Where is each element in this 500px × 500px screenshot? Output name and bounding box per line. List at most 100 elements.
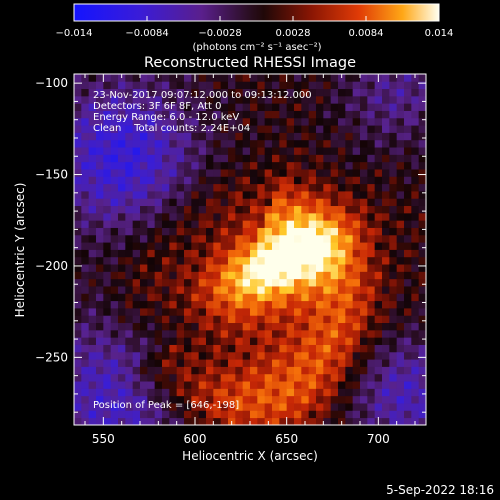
heatmap-cell: [125, 271, 134, 280]
heatmap-cell: [286, 88, 295, 97]
heatmap-cell: [206, 103, 214, 111]
heatmap-cell: [228, 110, 236, 119]
heatmap-cell: [294, 249, 302, 258]
heatmap-cell: [140, 234, 148, 243]
heatmap-cell: [330, 242, 339, 250]
heatmap-cell: [404, 242, 412, 250]
heatmap-cell: [264, 198, 273, 207]
heatmap-cell: [396, 183, 405, 192]
heatmap-cell: [110, 242, 119, 250]
heatmap-cell: [220, 88, 229, 97]
heatmap-cell: [272, 256, 280, 265]
heatmap-cell: [389, 154, 398, 163]
heatmap-cell: [162, 286, 170, 294]
heatmap-cell: [103, 410, 112, 419]
heatmap-cell: [301, 95, 310, 104]
chart-title: Reconstructed RHESSI Image: [144, 55, 356, 71]
heatmap-cell: [74, 366, 82, 375]
heatmap-cell: [132, 286, 141, 294]
heatmap-cell: [374, 278, 383, 287]
heatmap-cell: [176, 242, 185, 250]
heatmap-cell: [154, 293, 163, 302]
heatmap-cell: [118, 249, 126, 258]
heatmap-cell: [206, 286, 214, 294]
heatmap-cell: [110, 183, 119, 192]
heatmap-cell: [382, 278, 390, 287]
heatmap-cell: [176, 234, 185, 243]
heatmap-cell: [74, 95, 82, 104]
heatmap-cell: [367, 271, 376, 280]
heatmap-cell: [191, 337, 200, 345]
heatmap-cell: [338, 315, 346, 324]
heatmap-cell: [96, 242, 104, 250]
heatmap-cell: [88, 103, 97, 111]
heatmap-cell: [389, 286, 398, 294]
heatmap-cell: [316, 249, 324, 258]
heatmap-cell: [198, 212, 207, 221]
heatmap-cell: [316, 147, 324, 155]
heatmap-cell: [110, 403, 119, 411]
heatmap-cell: [286, 176, 295, 185]
heatmap-cell: [213, 205, 222, 214]
heatmap-cell: [74, 395, 82, 404]
heatmap-cell: [367, 139, 376, 148]
heatmap-cell: [286, 103, 295, 111]
heatmap-cell: [308, 125, 317, 133]
heatmap-cell: [125, 74, 134, 82]
heatmap-cell: [404, 278, 412, 287]
heatmap-cell: [118, 286, 126, 294]
heatmap-cell: [169, 191, 178, 199]
heatmap-cell: [191, 286, 200, 294]
heatmap-cell: [316, 337, 324, 345]
heatmap-cell: [257, 403, 266, 411]
heatmap-cell: [374, 147, 383, 155]
heatmap-cell: [272, 212, 280, 221]
heatmap-cell: [411, 191, 420, 199]
heatmap-cell: [206, 125, 214, 133]
heatmap-cell: [374, 242, 383, 250]
heatmap-cell: [220, 300, 229, 309]
heatmap-cell: [132, 139, 141, 148]
heatmap-cell: [272, 81, 280, 90]
heatmap-cell: [220, 234, 229, 243]
heatmap-cell: [264, 117, 273, 126]
heatmap-cell: [352, 417, 361, 426]
heatmap-cell: [323, 242, 332, 250]
heatmap-cell: [74, 417, 82, 426]
heatmap-cell: [279, 322, 288, 331]
heatmap-cell: [110, 169, 119, 177]
heatmap-cell: [235, 81, 244, 90]
heatmap-cell: [132, 403, 141, 411]
heatmap-cell: [338, 344, 346, 353]
heatmap-cell: [96, 227, 104, 236]
heatmap-cell: [242, 117, 251, 126]
heatmap-cell: [330, 198, 339, 207]
heatmap-cell: [338, 388, 346, 397]
heatmap-cell: [110, 110, 119, 119]
heatmap-cell: [294, 256, 302, 265]
heatmap-cell: [169, 388, 178, 397]
heatmap-cell: [118, 110, 126, 119]
heatmap-cell: [147, 205, 156, 214]
colorbar-tick-label: 0.0028: [276, 28, 311, 39]
heatmap-cell: [213, 132, 222, 141]
heatmap-cell: [206, 242, 214, 250]
heatmap-cell: [338, 337, 346, 345]
heatmap-cell: [125, 242, 134, 250]
heatmap-cell: [169, 212, 178, 221]
heatmap-cell: [264, 103, 273, 111]
heatmap-cell: [74, 264, 82, 272]
heatmap-cell: [154, 125, 163, 133]
heatmap-cell: [103, 366, 112, 375]
heatmap-cell: [147, 161, 156, 170]
heatmap-cell: [374, 271, 383, 280]
heatmap-cell: [360, 403, 368, 411]
heatmap-cell: [191, 81, 200, 90]
heatmap-cell: [140, 388, 148, 397]
heatmap-cell: [279, 169, 288, 177]
heatmap-cell: [110, 351, 119, 360]
heatmap-cell: [404, 161, 412, 170]
heatmap-cell: [411, 154, 420, 163]
heatmap-cell: [154, 315, 163, 324]
heatmap-cell: [176, 366, 185, 375]
